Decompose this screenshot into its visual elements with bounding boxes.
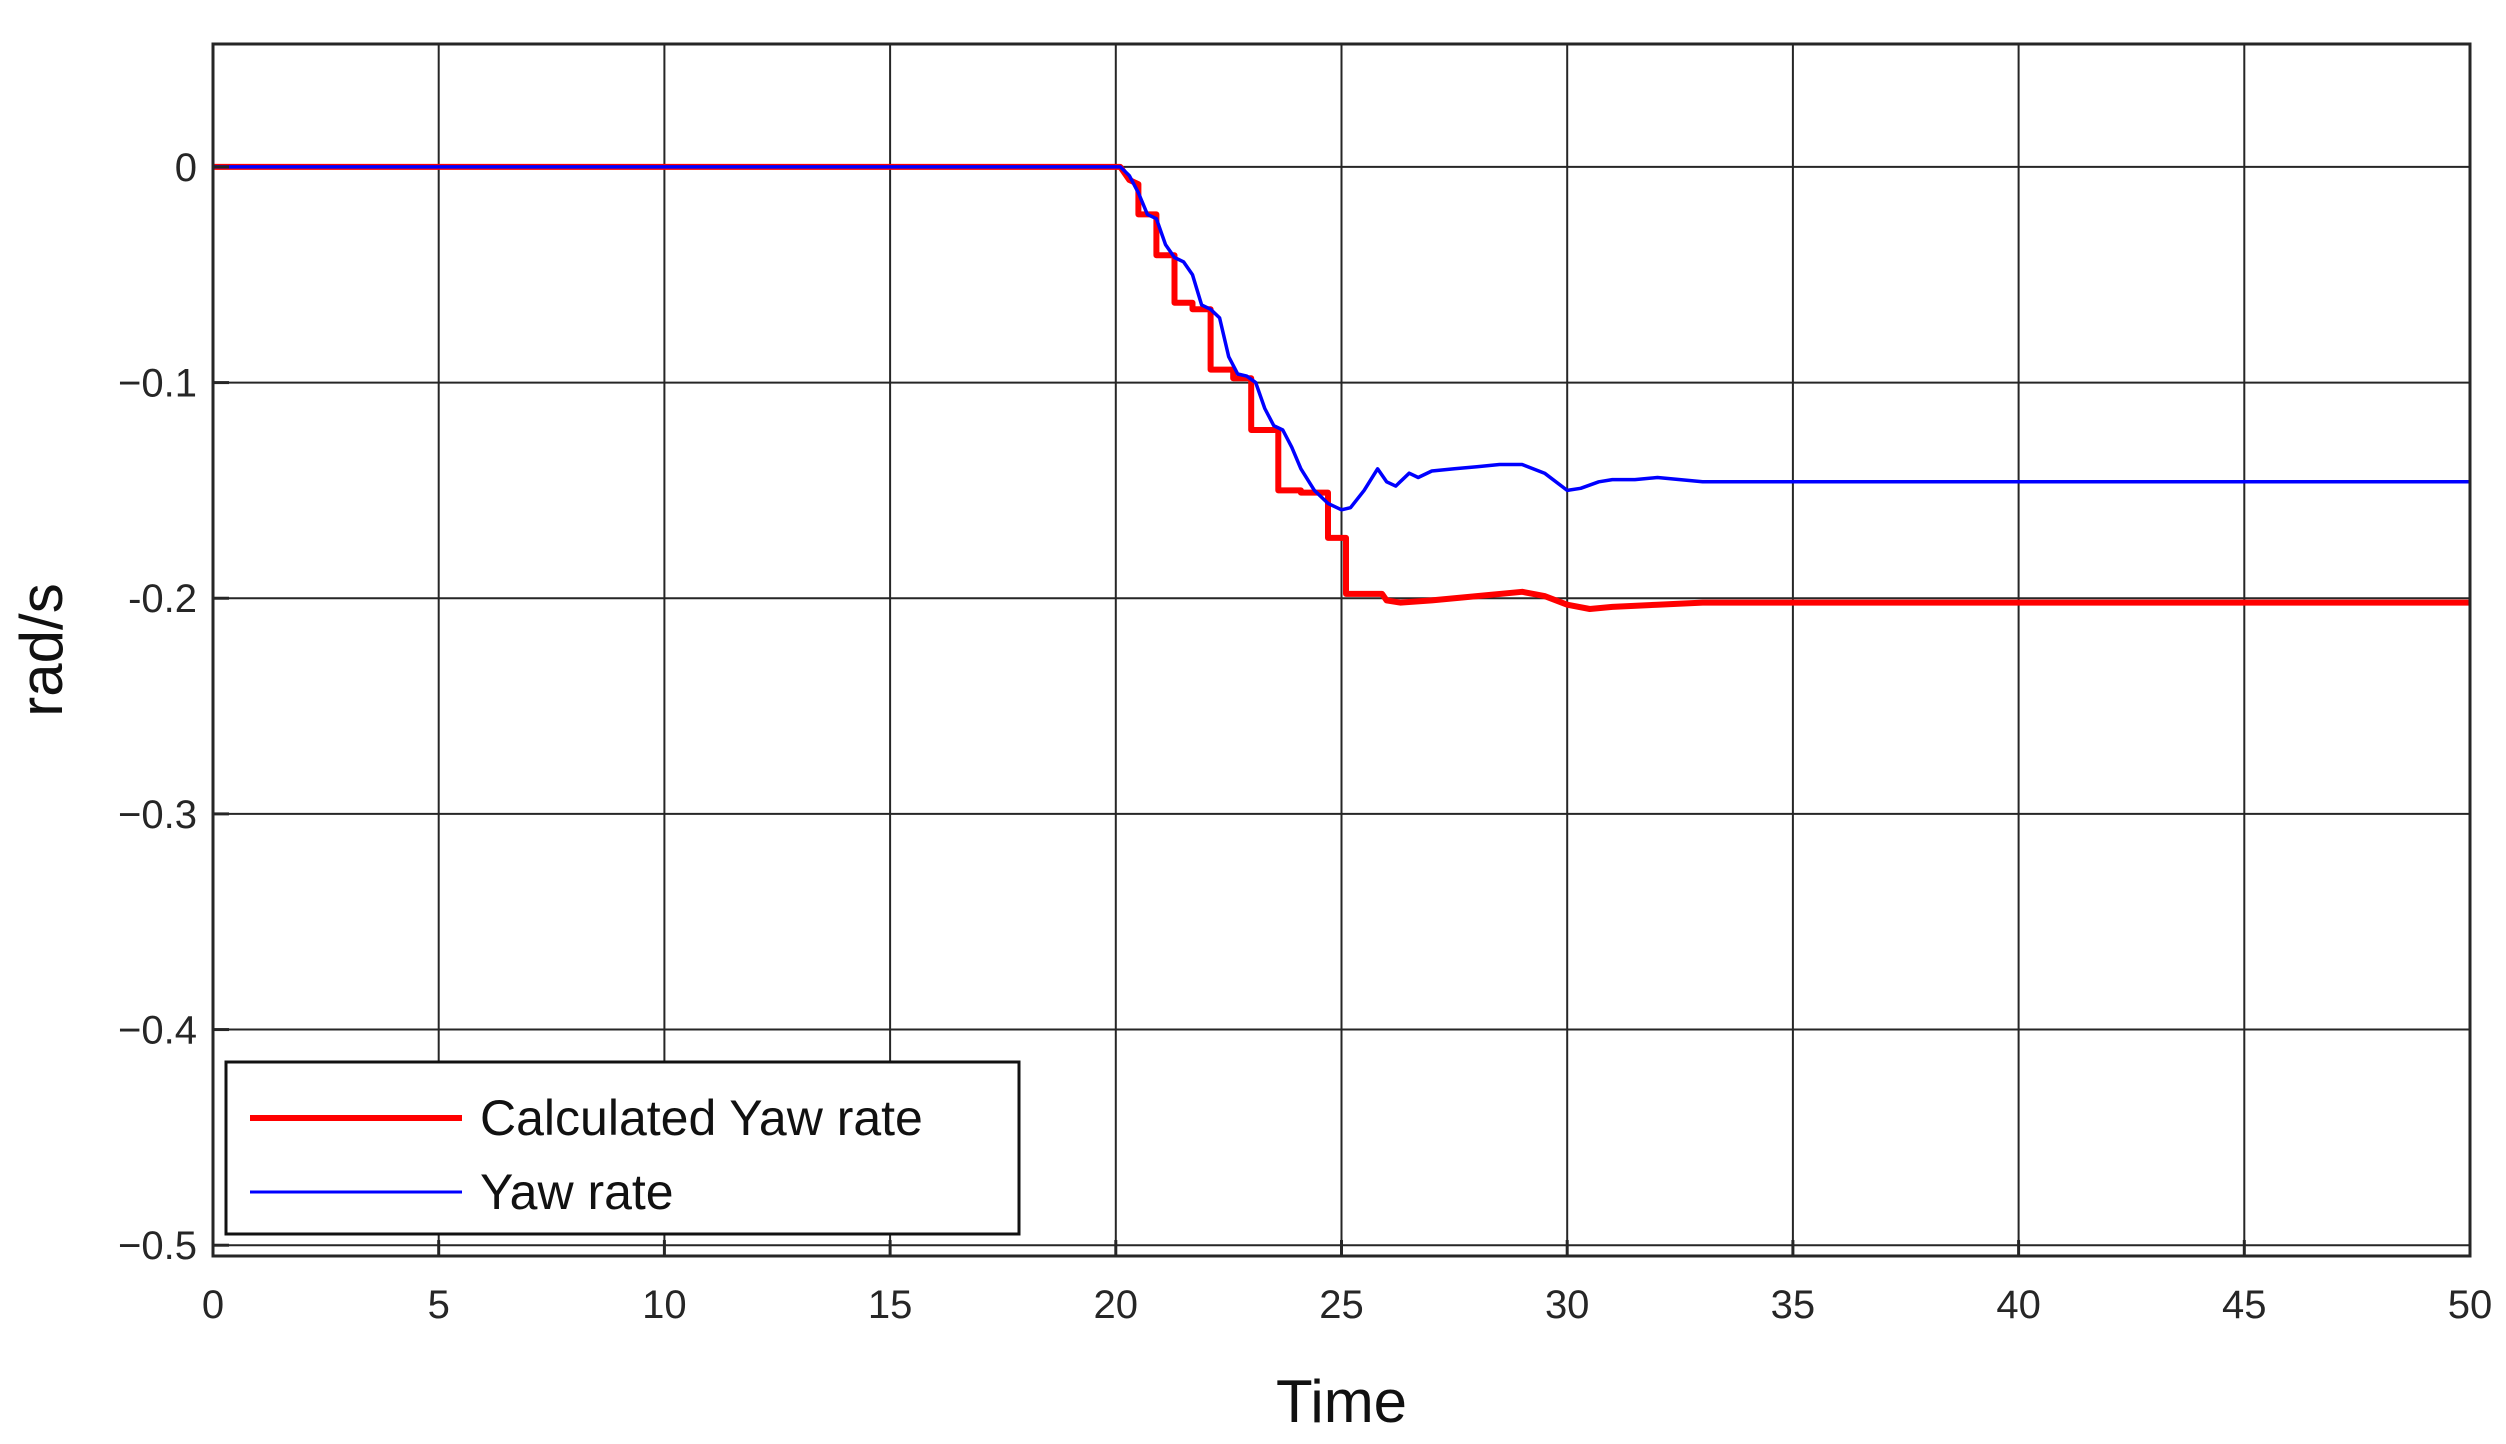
x-tick-label: 40 <box>1996 1283 2041 1327</box>
x-tick-label: 15 <box>868 1283 913 1327</box>
x-axis-label: Time <box>1276 1368 1407 1435</box>
legend-label-calculated-yaw-rate: Calculated Yaw rate <box>480 1090 923 1146</box>
y-tick-label: −0.1 <box>118 362 197 406</box>
y-tick-label: −0.5 <box>118 1224 197 1268</box>
x-tick-label: 50 <box>2448 1283 2493 1327</box>
x-axis-ticks: 0 5 10 15 20 25 30 35 40 45 50 <box>202 1240 2492 1327</box>
x-tick-label: 30 <box>1545 1283 1590 1327</box>
y-tick-label: −0.4 <box>118 1009 197 1053</box>
y-axis-label: rad/s <box>8 583 75 716</box>
series-line-calculated-yaw-rate <box>213 163 2470 612</box>
series-line-yaw-rate <box>213 165 2470 512</box>
x-tick-label: 45 <box>2222 1283 2267 1327</box>
x-tick-label: 5 <box>428 1283 450 1327</box>
y-axis-ticks: 0 −0.1 -0.2 −0.3 −0.4 −0.5 <box>118 146 229 1268</box>
x-tick-label: 35 <box>1771 1283 1816 1327</box>
y-tick-label: 0 <box>175 146 197 190</box>
legend-box <box>224 1060 1021 1236</box>
series-lines <box>213 163 2470 612</box>
x-tick-label: 0 <box>202 1283 224 1327</box>
legend: Calculated Yaw rate Yaw rate <box>224 1060 1021 1236</box>
legend-label-yaw-rate: Yaw rate <box>480 1164 674 1220</box>
y-tick-label: -0.2 <box>128 577 197 621</box>
x-tick-label: 10 <box>642 1283 687 1327</box>
x-tick-label: 25 <box>1319 1283 1364 1327</box>
x-tick-label: 20 <box>1094 1283 1139 1327</box>
y-tick-label: −0.3 <box>118 793 197 837</box>
